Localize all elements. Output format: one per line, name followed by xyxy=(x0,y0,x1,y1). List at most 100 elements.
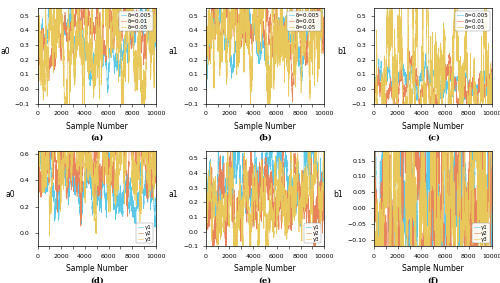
γ2 xyxy=(92,166,98,170)
γ3 xyxy=(208,163,214,166)
δ=0.01 xyxy=(378,83,384,87)
δ=0.01 xyxy=(46,79,52,82)
γ1 xyxy=(429,217,435,220)
X-axis label: Sample Number: Sample Number xyxy=(66,264,128,273)
γ2 xyxy=(34,185,40,188)
δ=0.05 xyxy=(376,127,382,131)
δ=0.005 xyxy=(42,44,48,48)
γ2 xyxy=(42,163,48,166)
δ=0.01 xyxy=(42,48,48,52)
X-axis label: Sample Number: Sample Number xyxy=(66,122,128,131)
Text: (a): (a) xyxy=(90,134,104,142)
γ1 xyxy=(214,228,220,231)
γ1 xyxy=(34,176,40,179)
δ=0.005 xyxy=(204,85,210,89)
δ=0.01 xyxy=(146,16,152,20)
γ1 xyxy=(315,188,321,191)
Line: γ3: γ3 xyxy=(374,41,492,283)
γ2 xyxy=(120,78,126,82)
δ=0.005 xyxy=(378,60,384,64)
γ1 xyxy=(321,150,327,153)
δ=0.005 xyxy=(372,77,378,80)
γ2 xyxy=(35,188,41,191)
δ=0.005 xyxy=(58,8,64,12)
γ1 xyxy=(304,120,310,124)
γ1 xyxy=(483,212,489,215)
γ2 xyxy=(153,151,159,155)
γ2 xyxy=(490,150,496,154)
γ2 xyxy=(429,181,435,184)
X-axis label: Sample Number: Sample Number xyxy=(234,122,296,131)
Line: γ2: γ2 xyxy=(206,133,324,275)
δ=0.01 xyxy=(394,110,400,113)
γ3 xyxy=(490,194,496,197)
δ=0.05 xyxy=(204,52,210,55)
γ1 xyxy=(438,32,444,36)
Line: δ=0.05: δ=0.05 xyxy=(206,0,324,115)
γ3 xyxy=(40,171,46,174)
δ=0.01 xyxy=(35,28,41,31)
δ=0.01 xyxy=(92,17,98,21)
Legend: δ=0.005, δ=0.01, δ=0.05: δ=0.005, δ=0.01, δ=0.05 xyxy=(456,11,490,31)
δ=0.05 xyxy=(378,166,384,169)
δ=0.05 xyxy=(40,34,46,37)
X-axis label: Sample Number: Sample Number xyxy=(402,264,464,273)
γ1 xyxy=(490,251,496,255)
γ2 xyxy=(40,161,46,164)
Line: δ=0.005: δ=0.005 xyxy=(206,0,324,87)
γ1 xyxy=(208,177,214,181)
γ2 xyxy=(280,132,285,135)
γ1 xyxy=(378,230,384,233)
γ2 xyxy=(378,184,384,187)
Text: (e): (e) xyxy=(258,276,272,283)
δ=0.01 xyxy=(58,43,64,46)
δ=0.05 xyxy=(35,38,41,41)
Line: δ=0.01: δ=0.01 xyxy=(374,51,492,123)
δ=0.01 xyxy=(226,31,232,34)
δ=0.01 xyxy=(395,121,401,124)
γ2 xyxy=(315,182,321,186)
Line: δ=0.05: δ=0.05 xyxy=(38,0,156,153)
Text: (f): (f) xyxy=(428,276,439,283)
γ3 xyxy=(210,196,216,199)
γ2 xyxy=(58,155,64,158)
γ1 xyxy=(394,71,400,75)
γ2 xyxy=(321,192,327,196)
γ1 xyxy=(153,199,159,202)
δ=0.005 xyxy=(210,16,216,19)
γ2 xyxy=(204,224,210,228)
Legend: γ1, γ2, γ3: γ1, γ2, γ3 xyxy=(136,224,153,243)
δ=0.005 xyxy=(40,28,46,31)
γ1 xyxy=(376,224,382,228)
δ=0.05 xyxy=(34,32,40,35)
δ=0.01 xyxy=(210,11,216,14)
γ3 xyxy=(372,138,378,141)
Line: δ=0.01: δ=0.01 xyxy=(38,0,156,81)
δ=0.005 xyxy=(394,70,400,73)
γ3 xyxy=(314,106,320,109)
X-axis label: Sample Number: Sample Number xyxy=(234,264,296,273)
Line: γ1: γ1 xyxy=(38,143,156,227)
γ3 xyxy=(394,196,400,199)
δ=0.01 xyxy=(406,50,412,53)
δ=0.05 xyxy=(266,113,272,116)
Line: γ3: γ3 xyxy=(206,107,324,265)
δ=0.05 xyxy=(371,76,377,79)
γ3 xyxy=(58,202,64,206)
δ=0.05 xyxy=(63,152,69,155)
δ=0.01 xyxy=(203,76,209,79)
δ=0.005 xyxy=(92,61,98,64)
γ3 xyxy=(260,211,266,214)
γ1 xyxy=(58,179,64,183)
δ=0.05 xyxy=(377,215,383,218)
δ=0.05 xyxy=(394,74,400,78)
γ3 xyxy=(117,87,123,90)
γ2 xyxy=(208,201,214,204)
δ=0.01 xyxy=(483,82,489,85)
γ3 xyxy=(46,234,52,238)
γ1 xyxy=(210,199,216,203)
Y-axis label: a1: a1 xyxy=(168,190,178,199)
δ=0.005 xyxy=(34,36,40,39)
Line: γ2: γ2 xyxy=(374,45,492,283)
Y-axis label: a0: a0 xyxy=(6,190,15,199)
